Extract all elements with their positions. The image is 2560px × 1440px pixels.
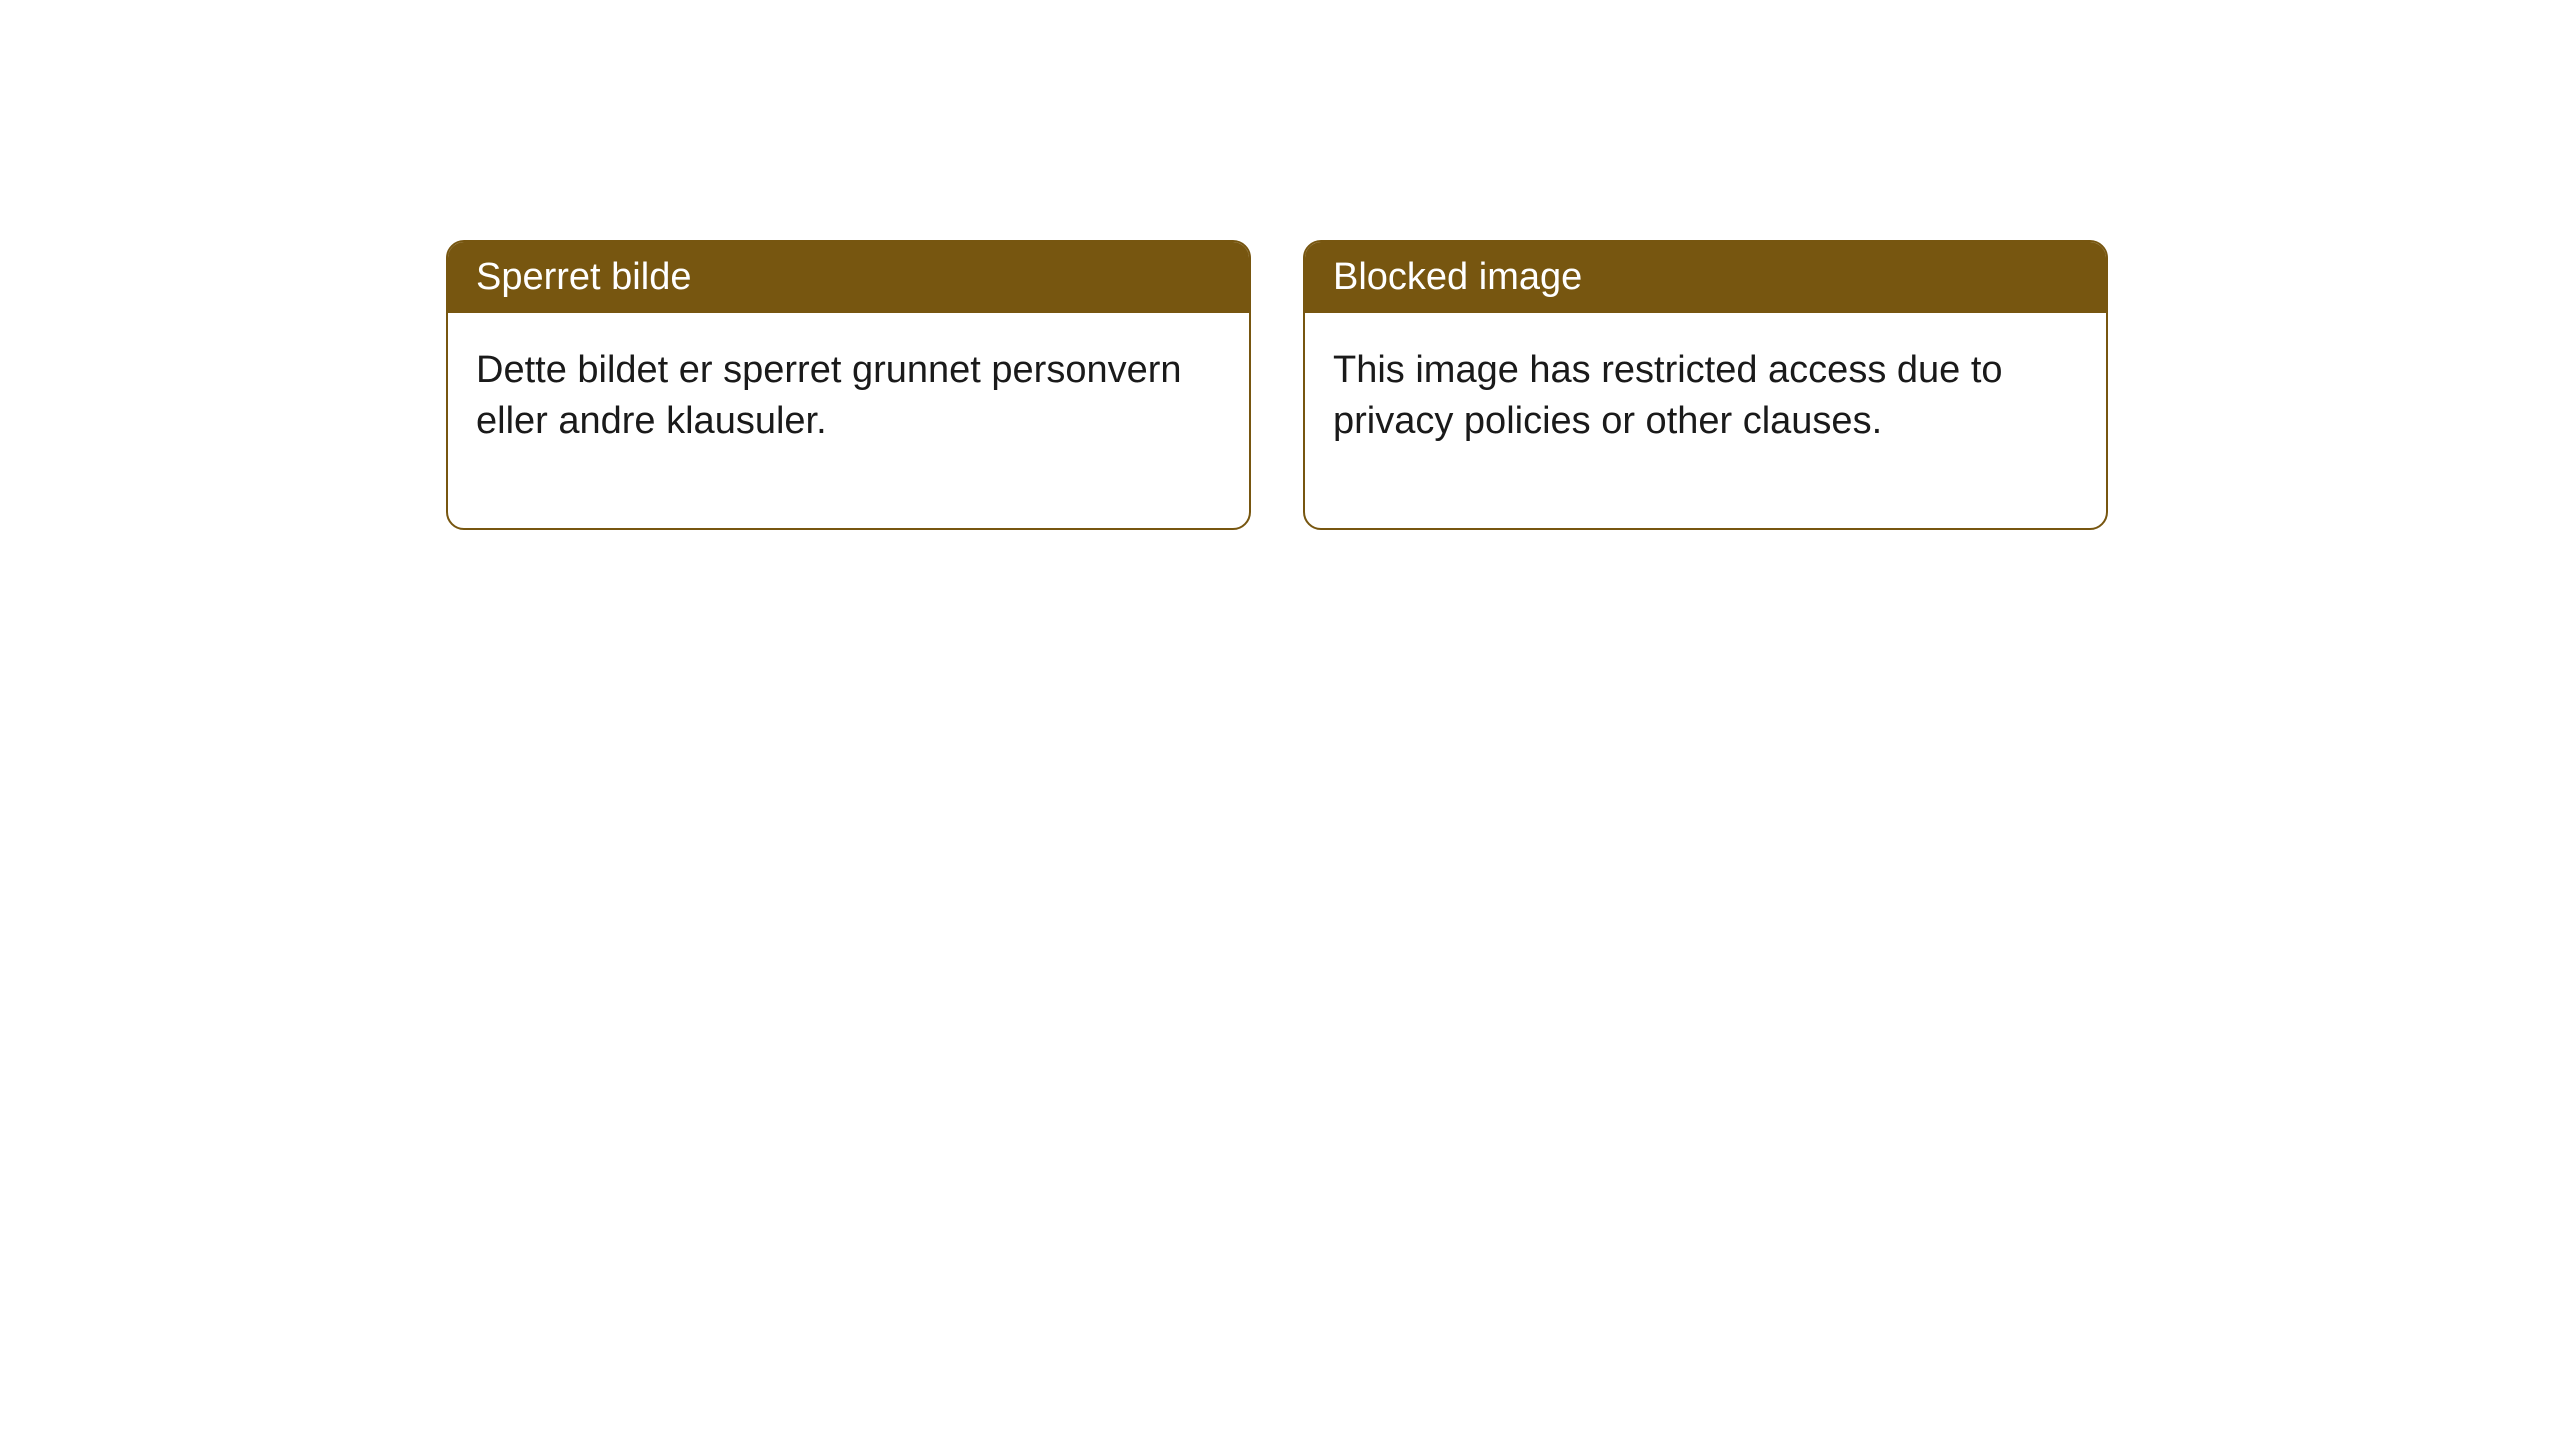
notice-card-english: Blocked image This image has restricted … xyxy=(1303,240,2108,530)
card-body: Dette bildet er sperret grunnet personve… xyxy=(448,313,1249,528)
card-message: Dette bildet er sperret grunnet personve… xyxy=(476,349,1182,442)
card-header: Blocked image xyxy=(1305,242,2106,313)
card-header: Sperret bilde xyxy=(448,242,1249,313)
card-message: This image has restricted access due to … xyxy=(1333,349,2003,442)
card-body: This image has restricted access due to … xyxy=(1305,313,2106,528)
card-title: Sperret bilde xyxy=(476,256,691,298)
notice-card-norwegian: Sperret bilde Dette bildet er sperret gr… xyxy=(446,240,1251,530)
card-title: Blocked image xyxy=(1333,256,1582,298)
notice-cards-container: Sperret bilde Dette bildet er sperret gr… xyxy=(446,240,2108,530)
